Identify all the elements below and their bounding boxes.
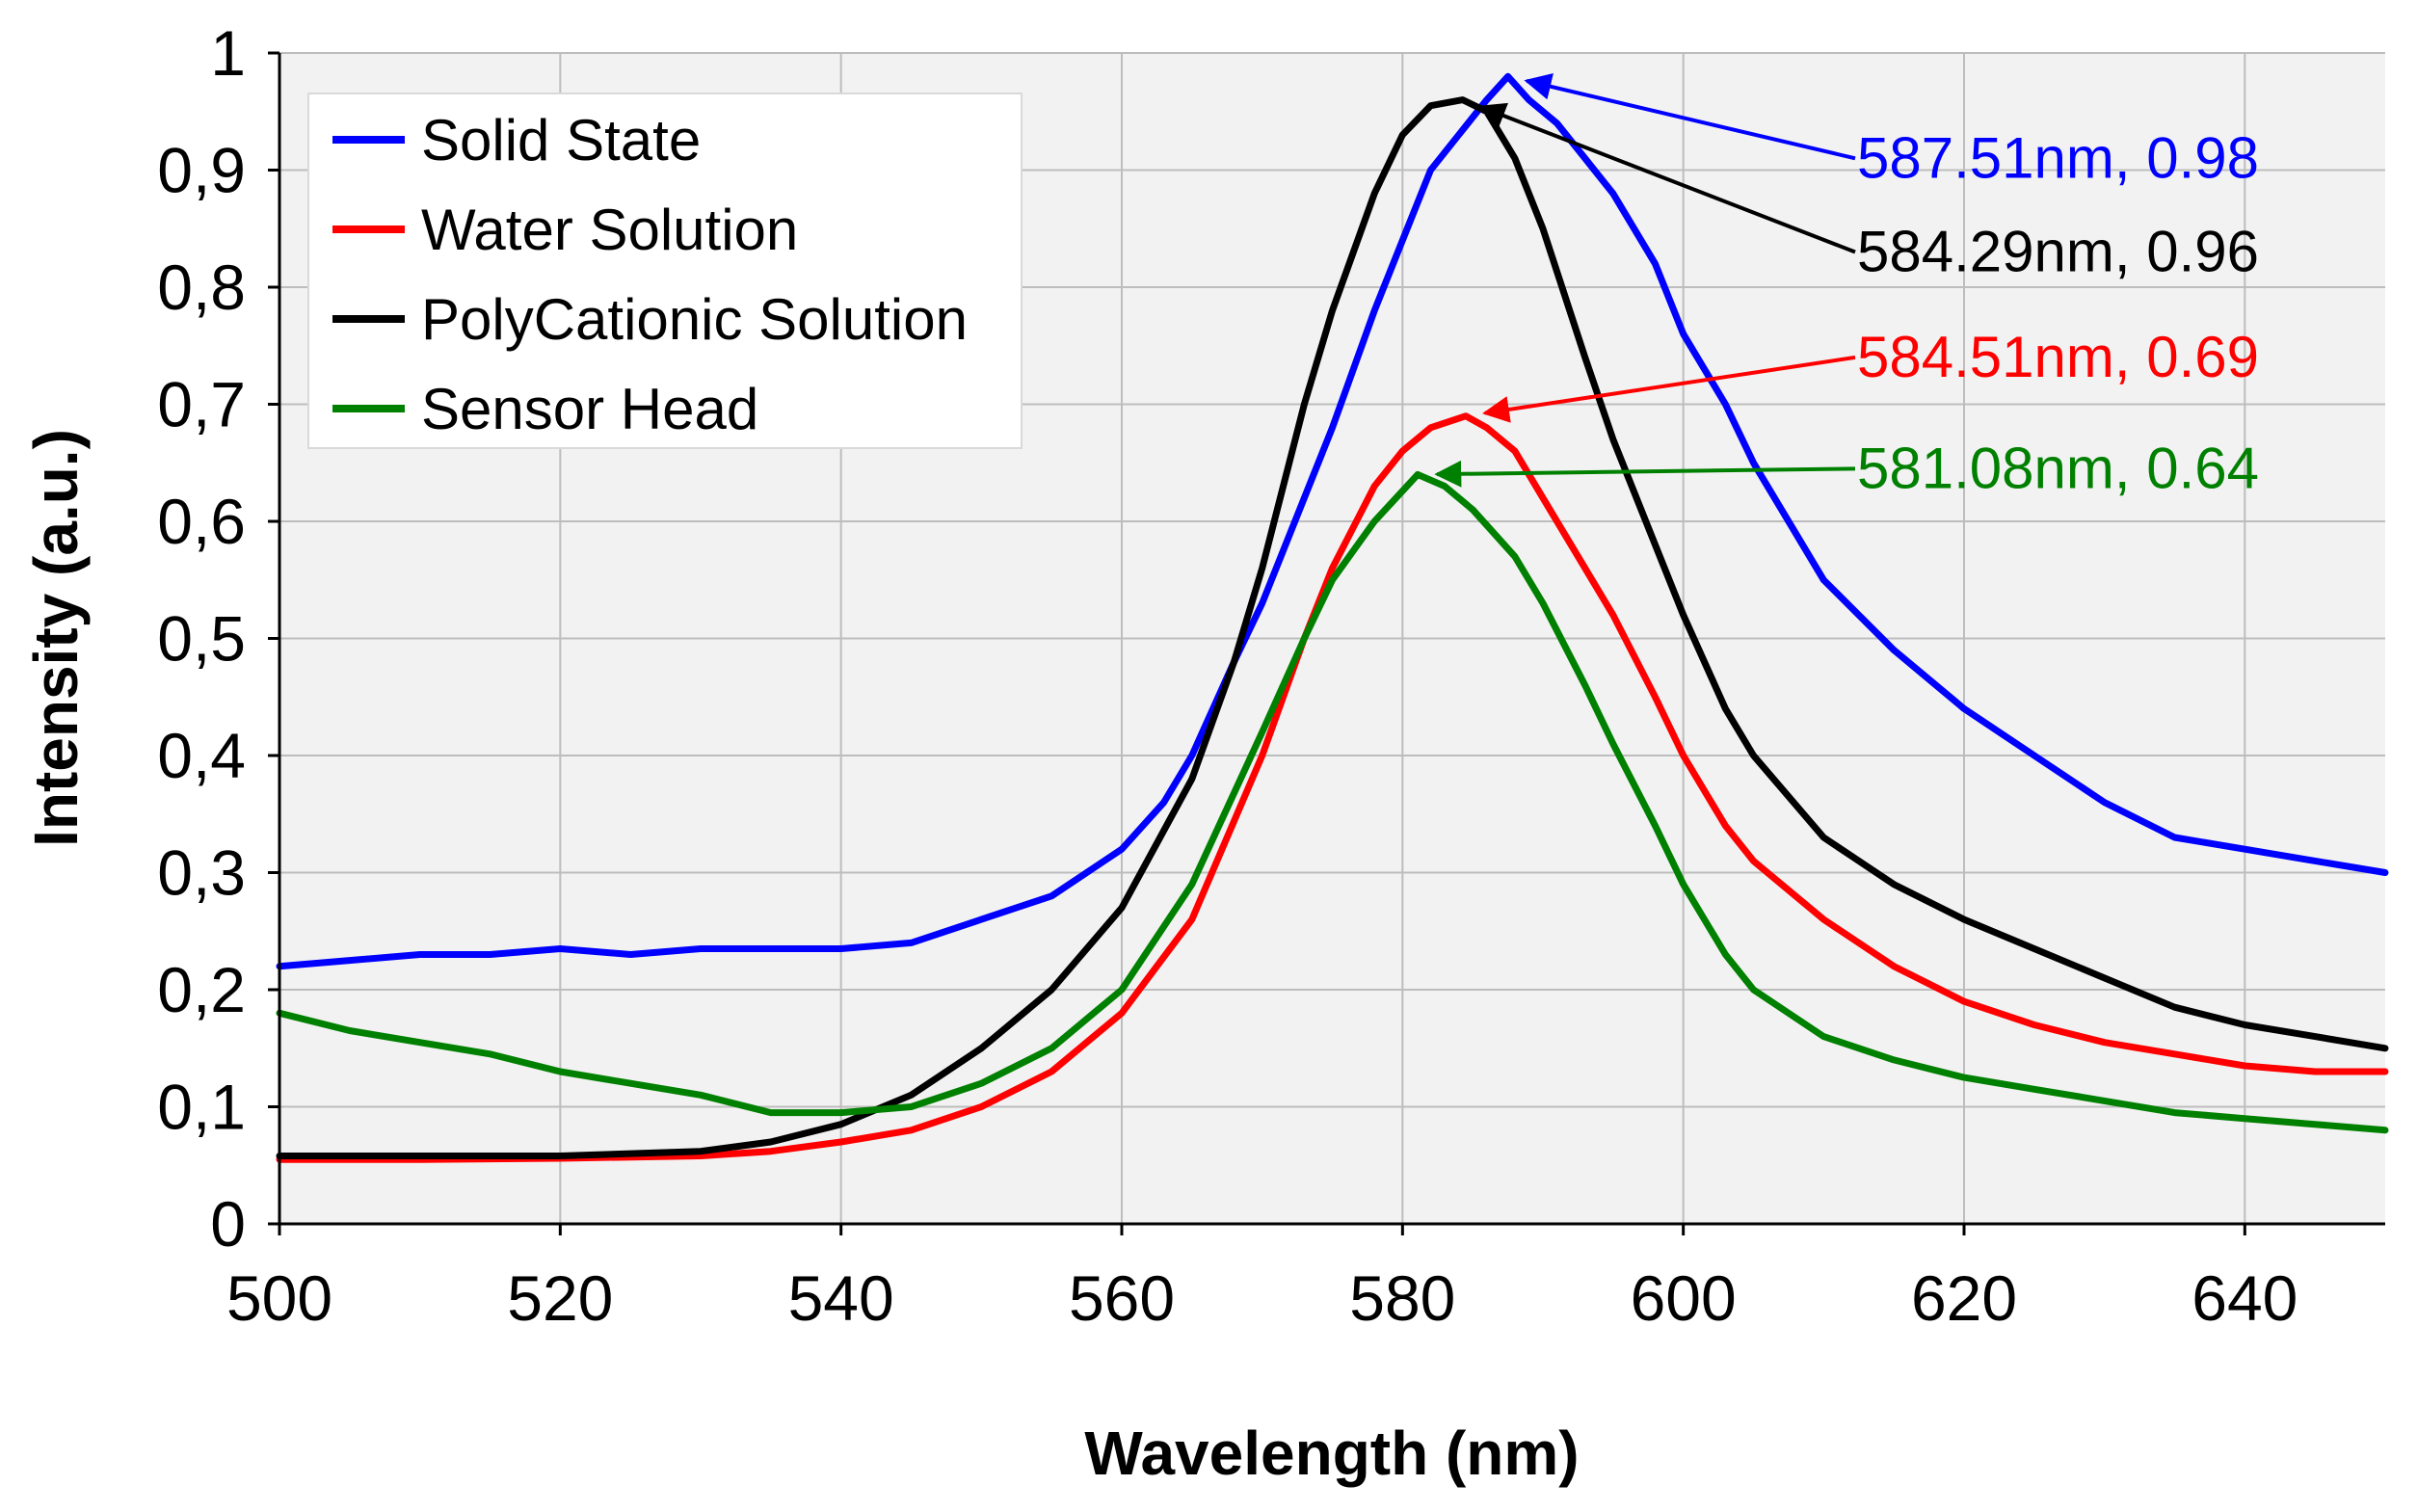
annotation-label: 584.51nm, 0.69 — [1857, 325, 2259, 389]
y-tick-label: 0,3 — [157, 837, 246, 909]
legend-label: Sensor Head — [421, 377, 758, 441]
series-line-sensor-head — [276, 470, 2389, 1134]
legend-label: PolyCationic Solution — [421, 287, 968, 352]
axes — [268, 51, 2385, 1235]
y-axis-title: Intensity (a.u.) — [21, 429, 91, 847]
y-tick-label: 1 — [210, 17, 246, 89]
x-axis-title: Wavelength (nm) — [1084, 1419, 1579, 1488]
y-tick-label: 0,7 — [157, 369, 246, 440]
x-tick-label: 540 — [788, 1262, 894, 1334]
x-tick-label: 600 — [1631, 1262, 1737, 1334]
annotation-label: 581.08nm, 0.64 — [1857, 436, 2259, 500]
legend-label: Water Solution — [421, 198, 798, 262]
series-line-polycationic-solution — [276, 96, 2389, 1159]
y-tick-label: 0,1 — [157, 1072, 246, 1143]
series-layer — [276, 72, 2389, 1163]
x-tick-label: 580 — [1349, 1262, 1455, 1334]
x-tick-label: 640 — [2191, 1262, 2297, 1334]
annotations: 587.51nm, 0.98 584.29nm, 0.96 584.51nm, 0.… — [1434, 73, 2259, 500]
series-line-solid-state — [276, 72, 2389, 970]
y-tick-label: 0,9 — [157, 135, 246, 206]
legend: Solid State Water Solution PolyCationic So… — [307, 93, 1023, 449]
annotation-arrow — [1482, 355, 1856, 423]
annotation-label: 584.29nm, 0.96 — [1857, 220, 2259, 284]
tick-labels: 500 520 540 560 580 600 620 640 0 0,1 0,2 0,3 0,4 0,5… — [157, 17, 2297, 1334]
annotation-label: 587.51nm, 0.98 — [1857, 125, 2259, 190]
annotation-arrow — [1524, 73, 1856, 161]
x-tick-label: 500 — [226, 1262, 332, 1334]
y-tick-label: 0,2 — [157, 954, 246, 1025]
y-tick-label: 0,5 — [157, 603, 246, 675]
annotation-arrow — [1477, 102, 1856, 254]
legend-box — [307, 93, 1023, 449]
y-tick-label: 0,4 — [157, 720, 246, 791]
annotation-arrow — [1434, 460, 1856, 488]
legend-label: Solid State — [421, 108, 701, 172]
x-tick-label: 520 — [507, 1262, 613, 1334]
x-tick-label: 620 — [1911, 1262, 2017, 1334]
series-line-water-solution — [276, 412, 2389, 1163]
y-tick-label: 0,8 — [157, 252, 246, 323]
y-tick-label: 0,6 — [157, 486, 246, 557]
x-tick-label: 560 — [1069, 1262, 1175, 1334]
y-tick-label: 0 — [210, 1188, 246, 1260]
